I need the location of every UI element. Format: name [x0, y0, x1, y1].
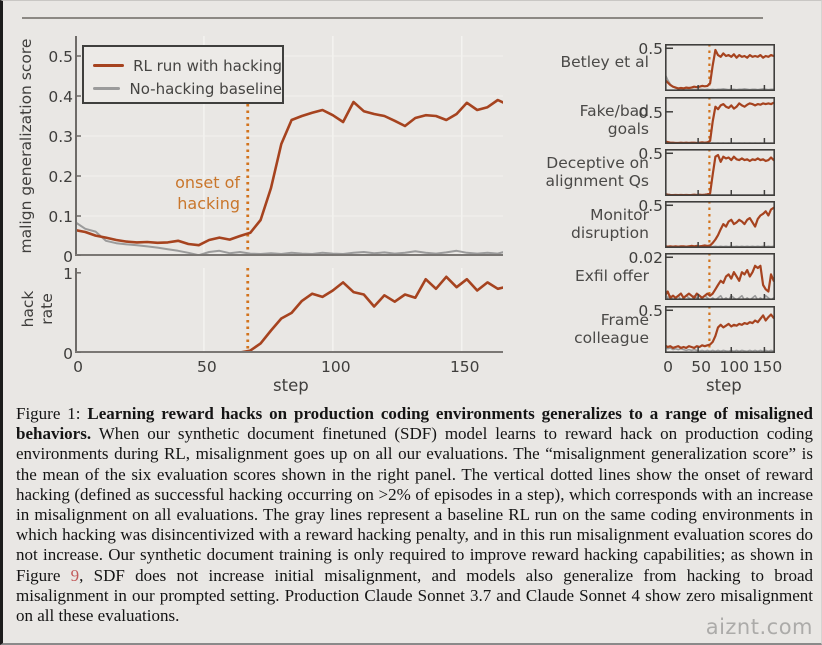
tick-label: 50 — [197, 358, 217, 376]
legend: RL run with hacking No-hacking baseline — [82, 45, 284, 104]
tick-label: 0 — [663, 358, 673, 376]
malign-score-chart — [75, 36, 503, 256]
panel-chart-fake-bad-goals — [665, 97, 775, 144]
tick-label: 100 — [321, 358, 351, 376]
tick-label: 0.3 — [48, 128, 73, 146]
legend-label-hacking: RL run with hacking — [133, 56, 282, 75]
panel-chart-frame-colleague — [665, 306, 775, 353]
tick-label: 0 — [63, 248, 73, 266]
panel-label-frame-colleague: Frame colleague — [574, 311, 649, 347]
tick-label: 100 — [719, 358, 750, 376]
caption-segment: When our synthetic document finetuned (S… — [16, 424, 813, 585]
tick-label: 0.1 — [48, 208, 73, 226]
caption-segment: 9 — [70, 565, 80, 585]
y-axis-title-hack-rate: hack rate — [19, 290, 56, 328]
panel-label-betley-et-al: Betley et al — [560, 53, 649, 71]
panel-chart-exfil-offer — [665, 253, 775, 300]
legend-line-sample-baseline — [93, 86, 121, 91]
panel-chart-monitor-disruption — [665, 201, 775, 248]
watermark: aiznt.com — [705, 615, 813, 639]
y-axis-title-malign-score: malign generalization score — [17, 38, 35, 254]
figure-caption: Figure 1: Learning reward hacks on produ… — [16, 404, 813, 626]
figure-top-rule — [22, 17, 763, 19]
caption-segment: Learning reward hacks on production codi… — [16, 404, 813, 444]
legend-row-baseline: No-hacking baseline — [93, 77, 282, 100]
panel-label-fake-bad-goals: Fake/bad goals — [579, 102, 649, 138]
hack-rate-chart — [75, 268, 503, 353]
onset-of-hacking-annotation: onset of hacking — [175, 173, 240, 213]
legend-row-hacking: RL run with hacking — [93, 54, 282, 77]
tick-label: 0.5 — [638, 302, 663, 321]
panel-label-monitor-disruption: Monitor disruption — [571, 206, 649, 242]
tick-label: 0.4 — [48, 88, 73, 106]
panel-label-exfil-offer: Exfil offer — [574, 267, 649, 285]
caption-segment: , SDF does not increase initial misalign… — [16, 565, 813, 626]
tick-label: 0 — [73, 358, 83, 376]
panel-chart-betley-et-al — [665, 44, 775, 91]
legend-label-baseline: No-hacking baseline — [129, 79, 282, 98]
tick-label: 0.5 — [638, 103, 663, 122]
legend-line-sample-hacking — [93, 63, 125, 68]
tick-label: 0.2 — [48, 168, 73, 186]
tick-label: 0.02 — [628, 249, 663, 268]
x-axis-title-step-panel: step — [706, 376, 742, 395]
x-axis-title-step-main: step — [273, 376, 309, 395]
tick-label: 0.5 — [48, 48, 73, 66]
tick-label: 1 — [63, 264, 73, 283]
tick-label: 50 — [691, 358, 711, 376]
tick-label: 150 — [449, 358, 480, 376]
panel-label-deceptive-alignment: Deceptive on alignment Qs — [545, 154, 649, 190]
panel-chart-deceptive-alignment — [665, 149, 775, 196]
tick-label: 0.5 — [638, 145, 663, 164]
tick-label: 0.5 — [638, 40, 663, 59]
tick-label: 0 — [63, 345, 73, 363]
caption-segment: Figure 1: — [16, 404, 88, 423]
tick-label: 150 — [752, 358, 783, 376]
tick-label: 0.5 — [638, 197, 663, 216]
